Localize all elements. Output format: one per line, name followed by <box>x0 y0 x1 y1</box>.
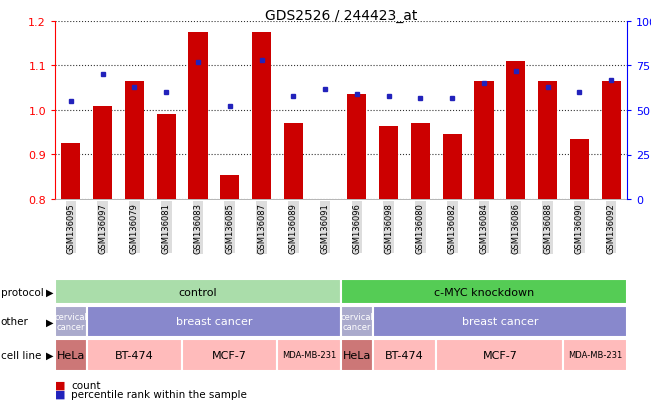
Bar <box>373 339 436 371</box>
Text: protocol: protocol <box>1 287 44 297</box>
Bar <box>87 306 341 337</box>
Text: cervical
cancer: cervical cancer <box>340 312 373 331</box>
Text: MDA-MB-231: MDA-MB-231 <box>282 351 337 360</box>
Bar <box>443 135 462 199</box>
Bar <box>93 106 112 199</box>
Text: MDA-MB-231: MDA-MB-231 <box>568 351 622 360</box>
Text: ▶: ▶ <box>46 317 53 327</box>
Bar <box>55 339 87 371</box>
Text: ■: ■ <box>55 380 66 390</box>
Bar <box>55 279 341 304</box>
Text: cervical
cancer: cervical cancer <box>55 312 87 331</box>
Text: breast cancer: breast cancer <box>176 317 252 327</box>
Bar <box>570 140 589 199</box>
Bar <box>602 82 620 199</box>
Bar <box>411 124 430 199</box>
Bar <box>125 82 144 199</box>
Text: HeLa: HeLa <box>57 350 85 360</box>
Bar <box>182 339 277 371</box>
Text: cell line: cell line <box>1 350 41 360</box>
Text: other: other <box>1 317 29 327</box>
Bar <box>55 306 87 337</box>
Bar <box>220 175 240 199</box>
Text: BT-474: BT-474 <box>115 350 154 360</box>
Bar <box>348 95 367 199</box>
Text: HeLa: HeLa <box>342 350 371 360</box>
Text: count: count <box>71 380 101 390</box>
Bar <box>436 339 564 371</box>
Text: MCF-7: MCF-7 <box>212 350 247 360</box>
Text: ■: ■ <box>55 389 66 399</box>
Text: ▶: ▶ <box>46 350 53 360</box>
Text: BT-474: BT-474 <box>385 350 424 360</box>
Bar <box>341 306 373 337</box>
Bar <box>341 339 373 371</box>
Text: ▶: ▶ <box>46 287 53 297</box>
Bar <box>373 306 627 337</box>
Bar <box>189 33 208 199</box>
Bar <box>87 339 182 371</box>
Bar <box>506 62 525 199</box>
Text: percentile rank within the sample: percentile rank within the sample <box>71 389 247 399</box>
Bar <box>379 126 398 199</box>
Text: control: control <box>178 287 217 297</box>
Bar <box>538 82 557 199</box>
Bar <box>252 33 271 199</box>
Text: GDS2526 / 244423_at: GDS2526 / 244423_at <box>265 9 417 23</box>
Bar <box>341 279 627 304</box>
Bar <box>284 124 303 199</box>
Bar <box>157 115 176 199</box>
Bar <box>277 339 341 371</box>
Text: breast cancer: breast cancer <box>462 317 538 327</box>
Bar <box>564 339 627 371</box>
Text: c-MYC knockdown: c-MYC knockdown <box>434 287 534 297</box>
Bar <box>475 82 493 199</box>
Bar <box>61 144 81 199</box>
Text: MCF-7: MCF-7 <box>482 350 518 360</box>
